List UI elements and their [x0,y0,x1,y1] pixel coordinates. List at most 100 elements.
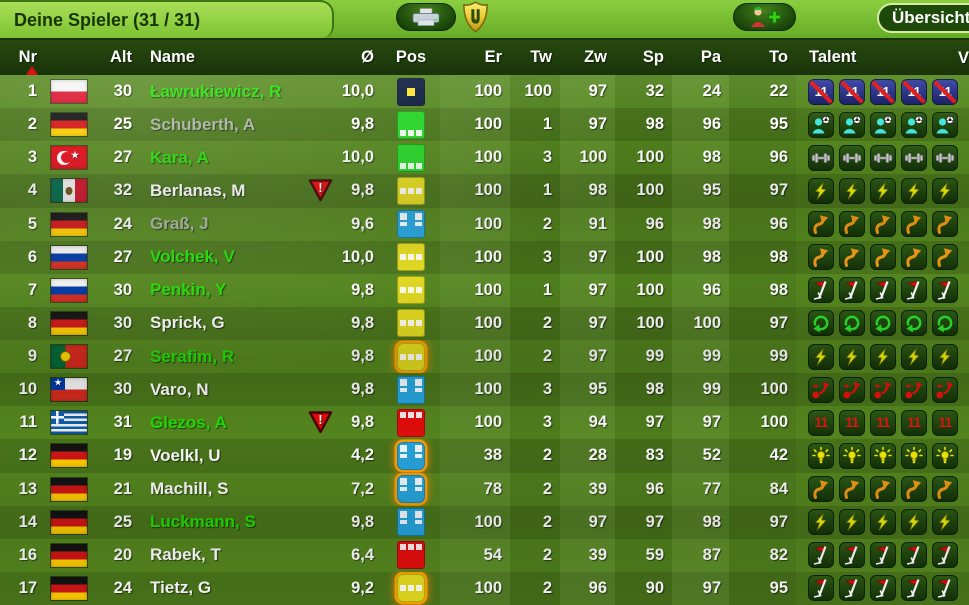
player-row[interactable]: 7 30 Penkin, Y 9,8 100 1 97 100 96 98 [0,273,969,307]
player-row[interactable]: 14 25 Luckmann, S 9,8 100 2 97 97 98 97 [0,505,969,539]
column-header-pa[interactable]: Pa [700,48,721,66]
player-name[interactable]: Luckmann, S [150,512,256,532]
warning-cell: ! [300,406,340,439]
position-mid-icon [397,342,425,371]
warning-icon: ! [307,178,334,203]
nationality-cell [45,241,93,274]
column-header-to[interactable]: To [769,48,788,66]
player-name[interactable]: Machill, S [150,479,229,499]
flag-ru-icon [51,278,87,302]
flag-de-icon [51,576,87,600]
stat-tw: 3 [510,373,560,407]
flag-de-icon [51,444,87,468]
stat-zw: 98 [560,174,615,208]
add-player-button[interactable] [733,3,796,31]
stat-er: 100 [440,571,510,605]
flag-pt-icon [51,345,87,369]
stat-tw: 2 [510,207,560,241]
player-row[interactable]: 8 30 Sprick, G 9,8 100 2 97 100 100 97 [0,306,969,340]
player-name[interactable]: Glezos, A [150,412,227,432]
add-player-icon [748,5,782,29]
player-row[interactable]: 4 32 Berlanas, M! 9,8 100 1 98 100 95 97 [0,174,969,208]
stat-pa: 96 [672,273,729,307]
stat-er: 100 [440,207,510,241]
column-header-er[interactable]: Er [484,48,502,66]
dribbling-icon [870,244,896,271]
player-name[interactable]: Berlanas, M [150,180,246,200]
dribbling-icon [808,211,834,238]
player-name[interactable]: Graß, J [150,214,209,234]
player-name[interactable]: Tietz, G [150,578,212,598]
column-header-tw[interactable]: Tw [530,48,552,66]
stat-to: 95 [729,571,796,605]
speed-icon [901,509,927,536]
player-row[interactable]: 9 27 Serafim, R 9,8 100 2 97 99 99 99 [0,340,969,374]
player-row[interactable]: 13 21 Machill, S 7,2 78 2 39 96 77 84 [0,472,969,506]
column-header-zw[interactable]: Zw [584,48,607,66]
player-average: 9,8 [351,280,374,299]
flag-cl-icon: ★ [51,378,87,402]
stat-to: 98 [729,240,796,274]
column-header-name[interactable]: Name [150,48,195,66]
player-name[interactable]: Ławrukiewicz, R [150,81,282,101]
player-name[interactable]: Sprick, G [150,313,225,333]
nationality-cell [45,572,93,605]
position-wing-icon [397,441,425,470]
shot-arrow-icon [901,376,927,403]
talent-cell [796,572,969,605]
warning-cell [300,439,340,472]
column-header-avg[interactable]: Ø [361,48,374,66]
column-header-sp[interactable]: Sp [642,48,664,66]
player-age: 24 [113,578,132,597]
speed-icon [870,177,896,204]
column-header-pos[interactable]: Pos [395,48,427,66]
player-number: 11 [19,413,37,432]
stat-zw: 97 [560,340,615,374]
speed-icon [932,177,958,204]
player-average: 6,4 [351,545,374,564]
print-button[interactable] [396,3,456,31]
player-name[interactable]: Varo, N [150,379,209,399]
stat-tw: 3 [510,406,560,440]
player-average: 10,0 [341,247,374,266]
player-age: 30 [113,82,132,101]
player-row[interactable]: 17 24 Tietz, G 9,2 100 2 96 90 97 95 [0,571,969,605]
club-badge-button[interactable] [461,1,490,33]
player-name[interactable]: Serafim, R [150,346,235,366]
position-wing-icon [397,210,425,239]
penalty-taker-icon: 11 [808,409,834,436]
overview-button[interactable]: Übersicht [877,3,969,33]
playmaker-icon [870,111,896,138]
nationality-cell [45,274,93,307]
player-name[interactable]: Volchek, V [150,247,235,267]
player-row[interactable]: 12 19 Voelkl, U 4,2 38 2 28 83 52 42 [0,439,969,473]
stat-er: 100 [440,174,510,208]
stat-tw: 1 [510,108,560,142]
player-name[interactable]: Schuberth, A [150,114,256,134]
stat-tw: 3 [510,240,560,274]
penalty-taker-icon: 11 [839,409,865,436]
player-age: 27 [113,148,132,167]
player-row[interactable]: 5 24 Graß, J 9,6 100 2 91 96 98 96 [0,207,969,241]
player-name[interactable]: Rabek, T [150,545,221,565]
nationality-cell [45,108,93,141]
stat-pa: 52 [672,439,729,473]
player-row[interactable]: 16 20 Rabek, T 6,4 54 2 39 59 87 82 [0,538,969,572]
player-name[interactable]: Voelkl, U [150,445,221,465]
player-row[interactable]: 6 27 Volchek, V 10,0 100 3 97 100 98 98 [0,240,969,274]
column-header-alt[interactable]: Alt [110,48,132,66]
corner-flag-icon [901,575,927,602]
column-header-talent[interactable]: Talent [809,48,857,66]
player-row[interactable]: 10 ★ 30 Varo, N 9,8 100 3 95 98 99 100 [0,373,969,407]
corner-flag-icon [932,575,958,602]
player-row[interactable]: 2 25 Schuberth, A 9,8 100 1 97 98 96 95 [0,108,969,142]
player-name[interactable]: Penkin, Y [150,280,227,300]
player-row[interactable]: 3 ★ 27 Kara, A 10,0 100 3 100 100 98 96 [0,141,969,175]
column-header-nr[interactable]: Nr [18,48,37,66]
player-row[interactable]: 11 31 Glezos, A! 9,8 100 3 94 97 97 100 11 11 11 11 11 [0,406,969,440]
column-header-v[interactable]: V [958,49,969,67]
player-name[interactable]: Kara, A [150,147,209,167]
talent-cell [796,307,969,340]
